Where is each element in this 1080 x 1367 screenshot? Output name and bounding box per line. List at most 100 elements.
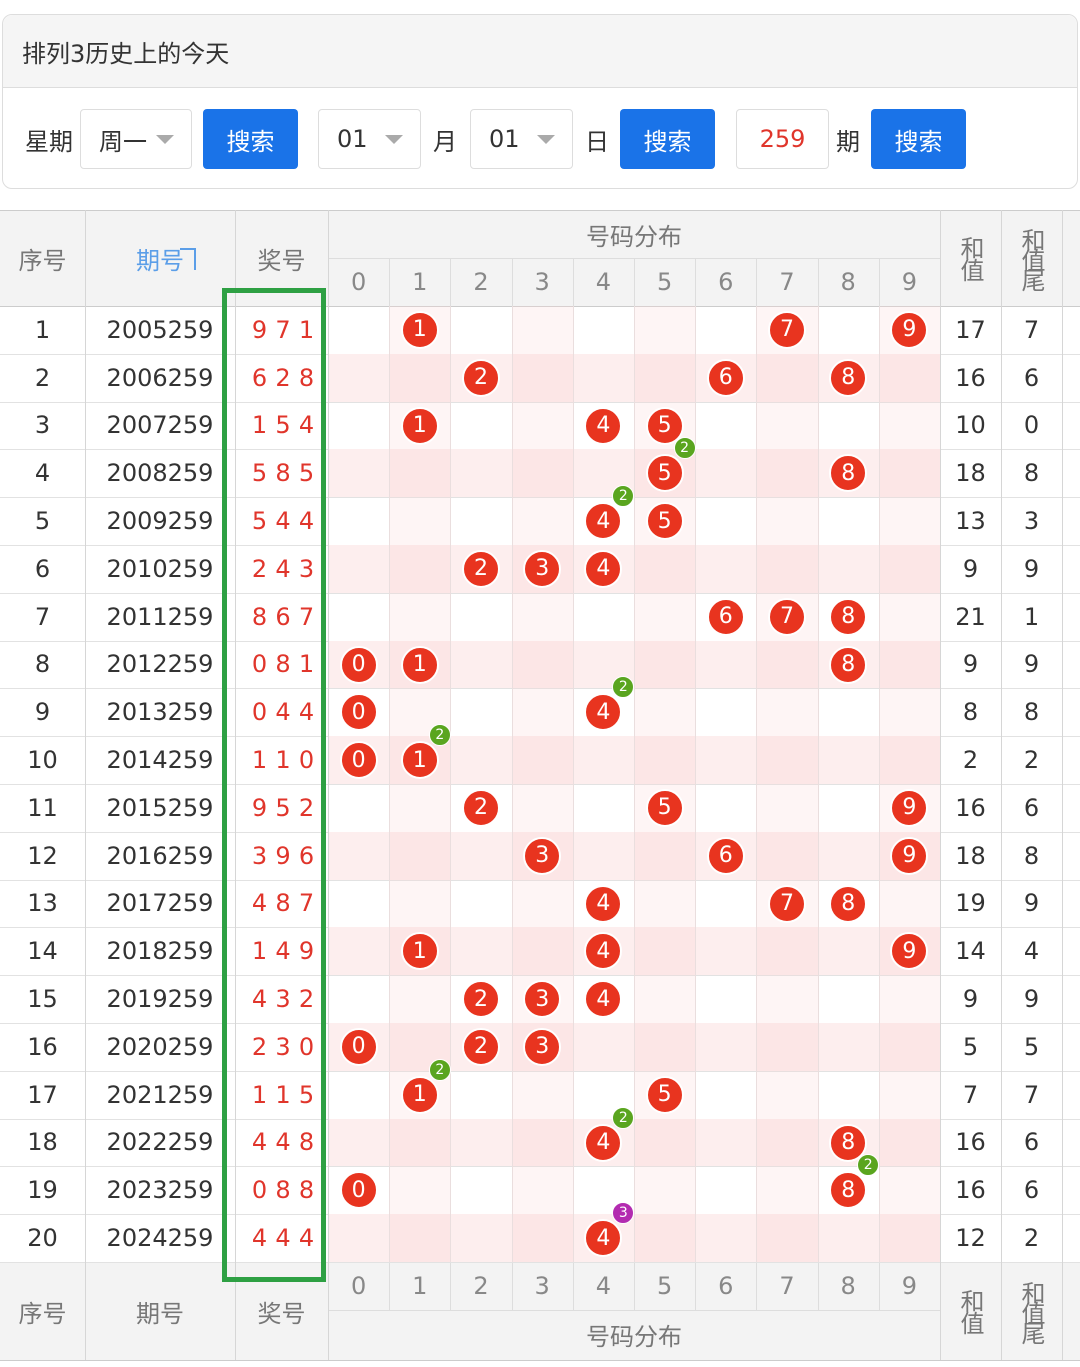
cell: 2 xyxy=(1023,1224,1040,1253)
grid-line xyxy=(572,1262,574,1310)
number-ball: 1 xyxy=(400,406,439,445)
cell: 12 xyxy=(955,1224,986,1253)
grid-line xyxy=(328,1310,940,1311)
col-tint xyxy=(634,975,696,1023)
grid-line xyxy=(878,258,880,306)
number-ball: 9 xyxy=(890,310,929,349)
col-tint xyxy=(389,831,451,880)
number-ball: 0 xyxy=(339,693,378,732)
number-ball: 4 xyxy=(584,1123,623,1162)
draw-digit: 2 xyxy=(251,554,268,583)
digit-header: 1 xyxy=(412,268,428,296)
col-tint xyxy=(634,927,696,976)
number-ball: 2 xyxy=(462,788,500,827)
grid-line xyxy=(511,1262,513,1310)
month-select[interactable]: 01 xyxy=(318,109,421,169)
repeat-badge: 2 xyxy=(857,1154,880,1177)
label: 星期 xyxy=(25,127,73,156)
col-tint xyxy=(634,306,696,354)
grid-line xyxy=(0,879,1080,881)
search-button[interactable]: 搜索 xyxy=(620,109,715,169)
search-button[interactable]: 搜索 xyxy=(203,109,298,169)
grid-line xyxy=(940,210,941,1360)
digit-header: 1 xyxy=(412,1272,428,1300)
dropdown-arrow xyxy=(385,135,403,144)
digit-header: 0 xyxy=(350,1272,367,1300)
number-ball: 8 xyxy=(829,1123,868,1162)
cell: 2018259 xyxy=(106,937,214,966)
weekday-select[interactable]: 周一 xyxy=(80,109,192,169)
digit-header: 9 xyxy=(901,268,918,296)
number-ball: 7 xyxy=(768,597,806,636)
number-ball: 8 xyxy=(829,1171,868,1210)
draw-digit: 9 xyxy=(251,315,268,344)
cell: 2013259 xyxy=(106,698,214,727)
col-tint xyxy=(511,688,573,737)
cell: 15 xyxy=(27,985,58,1014)
number-ball: 5 xyxy=(645,502,684,541)
col-tint xyxy=(511,1070,573,1119)
grid-line xyxy=(450,258,452,306)
col-tint xyxy=(756,688,818,737)
cell: 6 xyxy=(1023,793,1040,822)
digit-header: 6 xyxy=(718,1272,734,1300)
draw-digit: 8 xyxy=(298,1128,315,1157)
digit-header: 5 xyxy=(656,1272,673,1300)
cell: 2 xyxy=(34,363,51,392)
cell: 14 xyxy=(27,937,58,966)
header-cell: 和值 xyxy=(956,236,984,280)
col-tint xyxy=(511,927,573,976)
draw-digit: 4 xyxy=(251,889,268,918)
draw-digit: 1 xyxy=(251,1080,268,1109)
repeat-badge: 2 xyxy=(612,1106,635,1129)
cell: 16 xyxy=(955,363,986,392)
number-ball: 1 xyxy=(400,310,439,349)
cell: 2024259 xyxy=(106,1224,214,1253)
number-ball: 4 xyxy=(584,980,623,1019)
cell: 2021259 xyxy=(106,1080,214,1109)
cell: 17 xyxy=(27,1080,58,1109)
dropdown-arrow xyxy=(156,135,174,144)
number-ball: 4 xyxy=(584,1219,623,1258)
group-header: 号码分布 xyxy=(586,222,682,251)
col-tint xyxy=(634,1118,696,1167)
cell: 3 xyxy=(1023,507,1040,536)
number-ball: 0 xyxy=(339,1027,378,1066)
header-cell: 期号 xyxy=(136,246,184,275)
number-ball: 8 xyxy=(829,454,868,493)
grid-line xyxy=(389,306,391,1262)
draw-digit: 3 xyxy=(298,554,315,583)
draw-digit: 2 xyxy=(251,1032,268,1061)
cell: 14 xyxy=(955,937,986,966)
col-tint xyxy=(511,1118,573,1167)
number-ball: 8 xyxy=(829,645,868,684)
col-tint xyxy=(878,449,940,498)
draw-digit: 5 xyxy=(298,1080,315,1109)
grid-line xyxy=(0,688,1080,690)
header-cell: 奖号 xyxy=(257,1299,306,1328)
cell: 17 xyxy=(955,315,986,344)
search-button[interactable]: 搜索 xyxy=(871,109,966,169)
number-ball: 6 xyxy=(706,836,745,875)
cell: 7 xyxy=(34,602,51,631)
draw-digit: 4 xyxy=(251,1128,268,1157)
cell: 9 xyxy=(962,985,979,1014)
grid-line xyxy=(572,306,574,1262)
digit-header: 8 xyxy=(840,1272,856,1300)
number-ball: 6 xyxy=(706,358,745,397)
cell: 6 xyxy=(1023,1128,1040,1157)
cell: 12 xyxy=(27,841,58,870)
day-select[interactable]: 01 xyxy=(470,109,573,169)
repeat-badge: 2 xyxy=(673,437,696,460)
col-tint xyxy=(878,1214,940,1262)
col-tint xyxy=(878,1070,940,1119)
draw-digit: 4 xyxy=(298,1224,315,1253)
cell: 10 xyxy=(27,746,58,775)
grid-line xyxy=(235,210,236,1360)
cell: 16 xyxy=(955,1176,986,1205)
cell: 9 xyxy=(1023,554,1040,583)
cell: 2022259 xyxy=(106,1128,214,1157)
col-tint xyxy=(878,1166,940,1215)
draw-digit: 2 xyxy=(298,985,315,1014)
period-input[interactable]: 259 xyxy=(736,109,829,169)
